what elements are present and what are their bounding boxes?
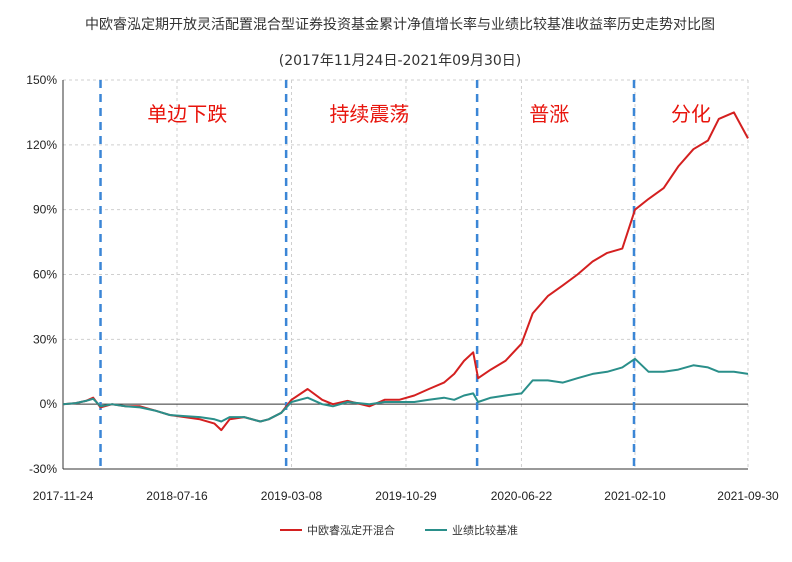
- y-tick-label: 120%: [26, 138, 57, 152]
- chart-title: 中欧睿泓定期开放灵活配置混合型证券投资基金累计净值增长率与业绩比较基准收益率历史…: [85, 16, 715, 33]
- x-tick-label: 2020-06-22: [491, 489, 553, 503]
- y-tick-label: 30%: [33, 332, 57, 346]
- x-tick-label: 2019-10-29: [375, 489, 437, 503]
- x-tick-labels: 2017-11-24 2018-07-16 2019-03-08 2019-10-29…: [33, 489, 779, 503]
- legend: 中欧睿泓定开混合 业绩比较基准: [280, 523, 518, 537]
- x-tick-label: 2018-07-16: [146, 489, 208, 503]
- y-tick-label: 0%: [40, 397, 58, 411]
- phase-label: 普涨: [529, 102, 569, 126]
- y-tick-label: 90%: [33, 203, 57, 217]
- legend-label: 业绩比较基准: [452, 523, 518, 537]
- y-tick-label: -30%: [29, 462, 57, 476]
- y-tick-label: 60%: [33, 268, 57, 282]
- legend-label: 中欧睿泓定开混合: [307, 523, 395, 537]
- x-tick-label: 2021-09-30: [717, 489, 779, 503]
- grid: [63, 79, 749, 470]
- series-lines: [62, 111, 749, 432]
- phase-label: 持续震荡: [329, 102, 409, 126]
- phase-dividers: [99, 80, 636, 469]
- series-line-1: [62, 357, 749, 423]
- phase-label: 分化: [671, 102, 711, 126]
- phase-label: 单边下跌: [147, 102, 227, 126]
- y-tick-labels: -30% 0% 30% 60% 90% 120% 150%: [26, 73, 57, 476]
- x-tick-label: 2019-03-08: [261, 489, 323, 503]
- x-tick-label: 2017-11-24: [33, 489, 94, 503]
- y-tick-label: 150%: [26, 73, 57, 87]
- phase-labels: 单边下跌 持续震荡 普涨 分化: [147, 102, 711, 126]
- chart-subtitle: (2017年11月24日-2021年09月30日): [279, 53, 522, 69]
- x-tick-label: 2021-02-10: [604, 489, 666, 503]
